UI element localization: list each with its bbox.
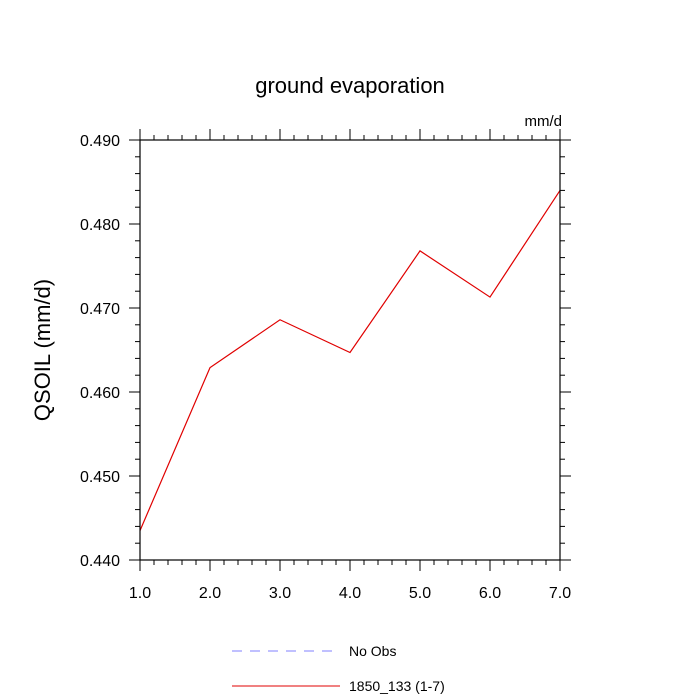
x-tick-label: 1.0: [129, 585, 151, 602]
x-tick-label: 3.0: [269, 585, 291, 602]
plot-frame: [139, 139, 561, 561]
y-tick-label: 0.490: [80, 133, 120, 150]
y-tick-label: 0.470: [80, 301, 120, 318]
tick-labels: 1.0 2.0 3.0 4.0 5.0 6.0 7.0 0.440 0.450 0.460 0.47…: [80, 133, 571, 602]
y-tick-label: 0.440: [80, 553, 120, 570]
units-label: mm/d: [525, 113, 563, 130]
y-axis-label: QSOIL (mm/d): [30, 279, 55, 421]
legend: No Obs 1850_133 (1-7): [232, 643, 445, 694]
chart-title: ground evaporation: [255, 73, 445, 98]
series-lines: [139, 190, 561, 531]
axis-ticks: [129, 129, 571, 571]
legend-label-1850-133: 1850_133 (1-7): [349, 678, 445, 694]
legend-label-no-obs: No Obs: [349, 643, 396, 659]
x-tick-label: 2.0: [199, 585, 221, 602]
y-tick-label: 0.460: [80, 385, 120, 402]
x-tick-label: 6.0: [479, 585, 501, 602]
x-tick-label: 7.0: [549, 585, 571, 602]
y-tick-label: 0.450: [80, 469, 120, 486]
x-tick-label: 4.0: [339, 585, 361, 602]
x-tick-label: 5.0: [409, 585, 431, 602]
series-line-1850-133-1-7: [139, 190, 561, 531]
y-tick-label: 0.480: [80, 217, 120, 234]
